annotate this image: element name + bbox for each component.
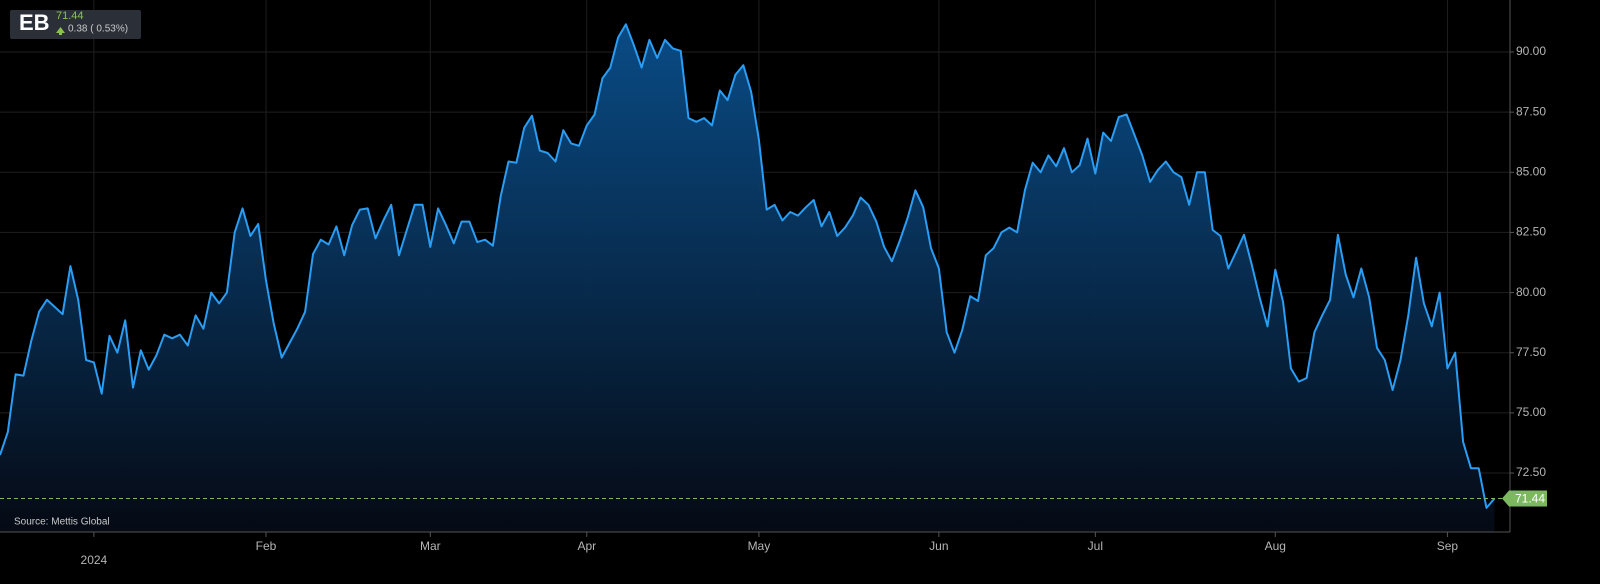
y-tick-label: 82.50 (1516, 225, 1546, 239)
header-bg (10, 10, 141, 39)
y-tick-label: 72.50 (1516, 465, 1546, 479)
area (0, 24, 1495, 533)
x-tick-label: May (748, 539, 771, 553)
x-tick-label: Mar (420, 539, 441, 553)
symbol: EB (19, 10, 50, 35)
y-tick-label: 90.00 (1516, 44, 1546, 58)
y-tick-label: 87.50 (1516, 104, 1546, 118)
source: Source: Mettis Global (14, 517, 110, 528)
y-tick-label: 85.00 (1516, 164, 1546, 178)
x-tick-label: Feb (256, 539, 277, 553)
y-tick-label: 77.50 (1516, 345, 1546, 359)
last-price-tag (1502, 490, 1547, 507)
x-tick-label: Jun (929, 539, 948, 553)
header-box: EB 71.44 0.38 ( 0.53%) (10, 10, 141, 39)
header-change: 0.38 ( 0.53%) (68, 24, 128, 35)
y-tick-label: 80.00 (1516, 285, 1546, 299)
x-tick-label: Sep (1437, 539, 1459, 553)
x-tick-label: 2024 (81, 553, 108, 567)
header-price: 71.44 (56, 10, 84, 22)
x-tick-label: Apr (577, 539, 596, 553)
last-price-label: 71.44 (1515, 492, 1545, 506)
x-tick-label: Jul (1088, 539, 1103, 553)
up-arrow (56, 27, 65, 35)
x-tick-label: Aug (1265, 539, 1286, 553)
y-tick-label: 75.00 (1516, 405, 1546, 419)
price-line (0, 23, 1496, 509)
